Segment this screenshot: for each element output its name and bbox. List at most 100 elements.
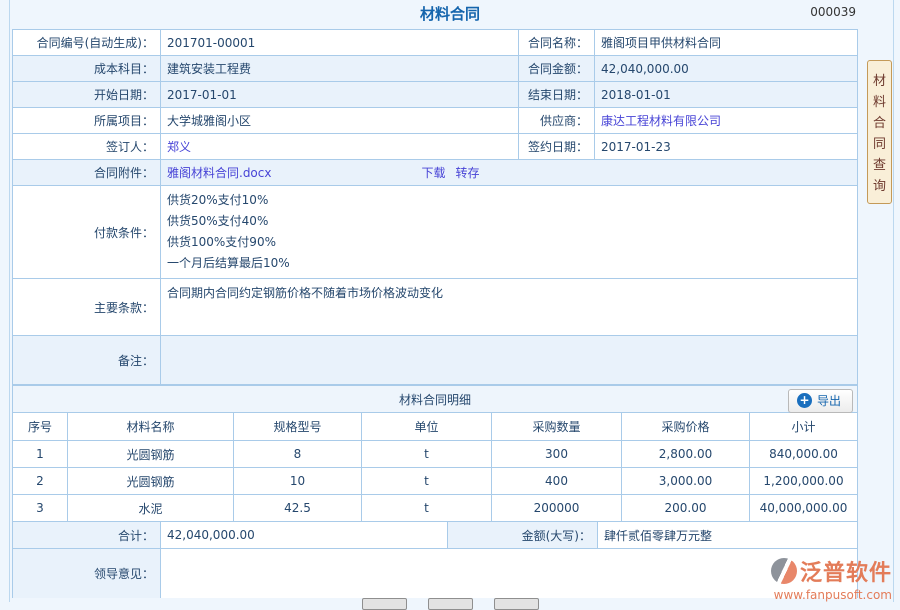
table-row: 2 光圆钢筋 10 t 400 3,000.00 1,200,000.00 <box>13 468 857 495</box>
end-date-value: 2018-01-01 <box>595 82 857 107</box>
payment-line: 一个月后结算最后10% <box>167 256 290 270</box>
total-label: 合计： <box>13 522 161 548</box>
title-bar: 材料合同 000039 <box>0 0 900 26</box>
side-tab-char: 料 <box>872 95 886 110</box>
total-row: 合计： 42,040,000.00 金额(大写)： 肆仟贰佰零肆万元整 <box>13 522 857 549</box>
cell-unit: t <box>362 468 492 494</box>
total-value: 42,040,000.00 <box>161 522 448 548</box>
project-value: 大学城雅阁小区 <box>161 108 519 133</box>
col-header-seq: 序号 <box>13 413 68 440</box>
contract-code-label: 合同编号(自动生成)： <box>13 30 161 55</box>
document-number: 000039 <box>810 5 856 19</box>
project-label: 所属项目： <box>13 108 161 133</box>
payment-line: 供货20%支付10% <box>167 193 269 207</box>
cell-spec: 8 <box>234 441 362 467</box>
col-header-unit: 单位 <box>362 413 492 440</box>
remark-label: 备注： <box>13 336 161 384</box>
fanpu-logo-icon <box>770 558 797 584</box>
cell-subtotal: 840,000.00 <box>769 447 838 461</box>
plus-icon <box>796 393 812 408</box>
page-title: 材料合同 <box>419 4 480 23</box>
col-header-subtotal: 小计 <box>791 420 816 434</box>
col-header-material: 材料名称 <box>68 413 234 440</box>
signer-link[interactable]: 郑义 <box>167 140 192 154</box>
end-date-label: 结束日期： <box>519 82 595 107</box>
side-tab-char: 材 <box>872 74 886 89</box>
page-right-border <box>893 0 894 602</box>
remark-value <box>161 336 857 384</box>
form-row-main-terms: 主要条款： 合同期内合同约定钢筋价格不随着市场价格波动变化 <box>13 279 857 336</box>
col-header-spec: 规格型号 <box>234 413 362 440</box>
watermark-url: www.fanpusoft.com <box>773 588 892 602</box>
side-tab-char: 合 <box>872 116 886 131</box>
payment-terms-value: 供货20%支付10% 供货50%支付40% 供货100%支付90% 一个月后结算… <box>161 186 857 278</box>
cell-spec: 10 <box>234 468 362 494</box>
leader-opinion-row: 领导意见： <box>13 549 857 598</box>
cell-unit: t <box>362 495 492 521</box>
contract-amount-label: 合同金额： <box>519 56 595 81</box>
cell-seq: 1 <box>13 441 68 467</box>
cell-seq: 2 <box>13 468 68 494</box>
page-left-border <box>9 0 10 602</box>
cell-subtotal: 1,200,000.00 <box>763 474 844 488</box>
start-date-label: 开始日期： <box>13 82 161 107</box>
side-tab-char: 查 <box>872 158 886 173</box>
cell-seq: 3 <box>13 495 68 521</box>
cell-qty: 200000 <box>492 495 622 521</box>
cell-qty: 300 <box>492 441 622 467</box>
cell-subtotal: 40,000,000.00 <box>759 501 848 515</box>
payment-line: 供货50%支付40% <box>167 214 269 228</box>
cost-subject-value: 建筑安装工程费 <box>161 56 519 81</box>
cell-spec: 42.5 <box>234 495 362 521</box>
main-terms-value: 合同期内合同约定钢筋价格不随着市场价格波动变化 <box>167 286 444 300</box>
sign-date-value: 2017-01-23 <box>601 139 671 154</box>
col-header-price: 采购价格 <box>622 413 750 440</box>
cost-subject-label: 成本科目： <box>13 56 161 81</box>
attachment-label: 合同附件： <box>13 160 161 185</box>
form-row-remark: 备注： <box>13 336 857 385</box>
table-row: 3 水泥 42.5 t 200000 200.00 40,000,000.00 <box>13 495 857 522</box>
bottom-button-partial-1[interactable] <box>362 598 407 610</box>
export-button-label: 导出 <box>816 394 841 408</box>
supplier-link[interactable]: 康达工程材料有限公司 <box>601 114 722 128</box>
form-row-contract-code: 合同编号(自动生成)： 201701-00001 合同名称： 雅阁项目甲供材料合… <box>13 30 857 56</box>
contract-amount-value: 42,040,000.00 <box>595 56 857 81</box>
table-row: 1 光圆钢筋 8 t 300 2,800.00 840,000.00 <box>13 441 857 468</box>
bottom-button-partial-2[interactable] <box>428 598 473 610</box>
contract-code-value: 201701-00001 <box>161 30 519 55</box>
cell-material: 光圆钢筋 <box>68 468 234 494</box>
transfer-link[interactable]: 转存 <box>455 166 480 180</box>
bottom-button-partial-3[interactable] <box>494 598 539 610</box>
payment-terms-label: 付款条件： <box>13 186 161 278</box>
cell-price: 2,800.00 <box>622 441 750 467</box>
form-row-dates: 开始日期： 2017-01-01 结束日期： 2018-01-01 <box>13 82 857 108</box>
form-row-payment-terms: 付款条件： 供货20%支付10% 供货50%支付40% 供货100%支付90% … <box>13 186 857 279</box>
cell-unit: t <box>362 441 492 467</box>
col-header-qty: 采购数量 <box>492 413 622 440</box>
leader-opinion-value <box>161 549 857 598</box>
form-row-project-supplier: 所属项目： 大学城雅阁小区 供应商： 康达工程材料有限公司 <box>13 108 857 134</box>
contract-form: 合同编号(自动生成)： 201701-00001 合同名称： 雅阁项目甲供材料合… <box>12 29 858 385</box>
supplier-label: 供应商： <box>519 108 595 133</box>
attachment-file-link[interactable]: 雅阁材料合同.docx <box>167 166 272 180</box>
cell-material: 水泥 <box>68 495 234 521</box>
cell-material: 光圆钢筋 <box>68 441 234 467</box>
leader-opinion-label: 领导意见： <box>13 549 161 598</box>
detail-section-header: 材料合同明细 导出 <box>12 385 858 413</box>
form-row-cost-subject: 成本科目： 建筑安装工程费 合同金额： 42,040,000.00 <box>13 56 857 82</box>
download-link[interactable]: 下载 <box>421 166 446 180</box>
detail-header-row: 序号 材料名称 规格型号 单位 采购数量 采购价格 小计 <box>13 413 857 441</box>
watermark: 泛普软件 www.fanpusoft.com <box>770 555 892 602</box>
amount-in-words-label: 金额(大写)： <box>448 522 598 548</box>
form-row-signer: 签订人： 郑义 签约日期： 2017-01-23 <box>13 134 857 160</box>
contract-name-label: 合同名称： <box>519 30 595 55</box>
amount-in-words-value: 肆仟贰佰零肆万元整 <box>598 522 857 548</box>
detail-section-title: 材料合同明细 <box>398 392 471 407</box>
main-terms-label: 主要条款： <box>13 279 161 335</box>
start-date-value: 2017-01-01 <box>161 82 519 107</box>
tab-material-contract-query[interactable]: 材 料 合 同 查 询 <box>867 60 892 204</box>
cell-price: 3,000.00 <box>622 468 750 494</box>
export-button[interactable]: 导出 <box>787 389 853 413</box>
side-tab-char: 同 <box>872 137 886 152</box>
sign-date-label: 签约日期： <box>519 134 595 159</box>
